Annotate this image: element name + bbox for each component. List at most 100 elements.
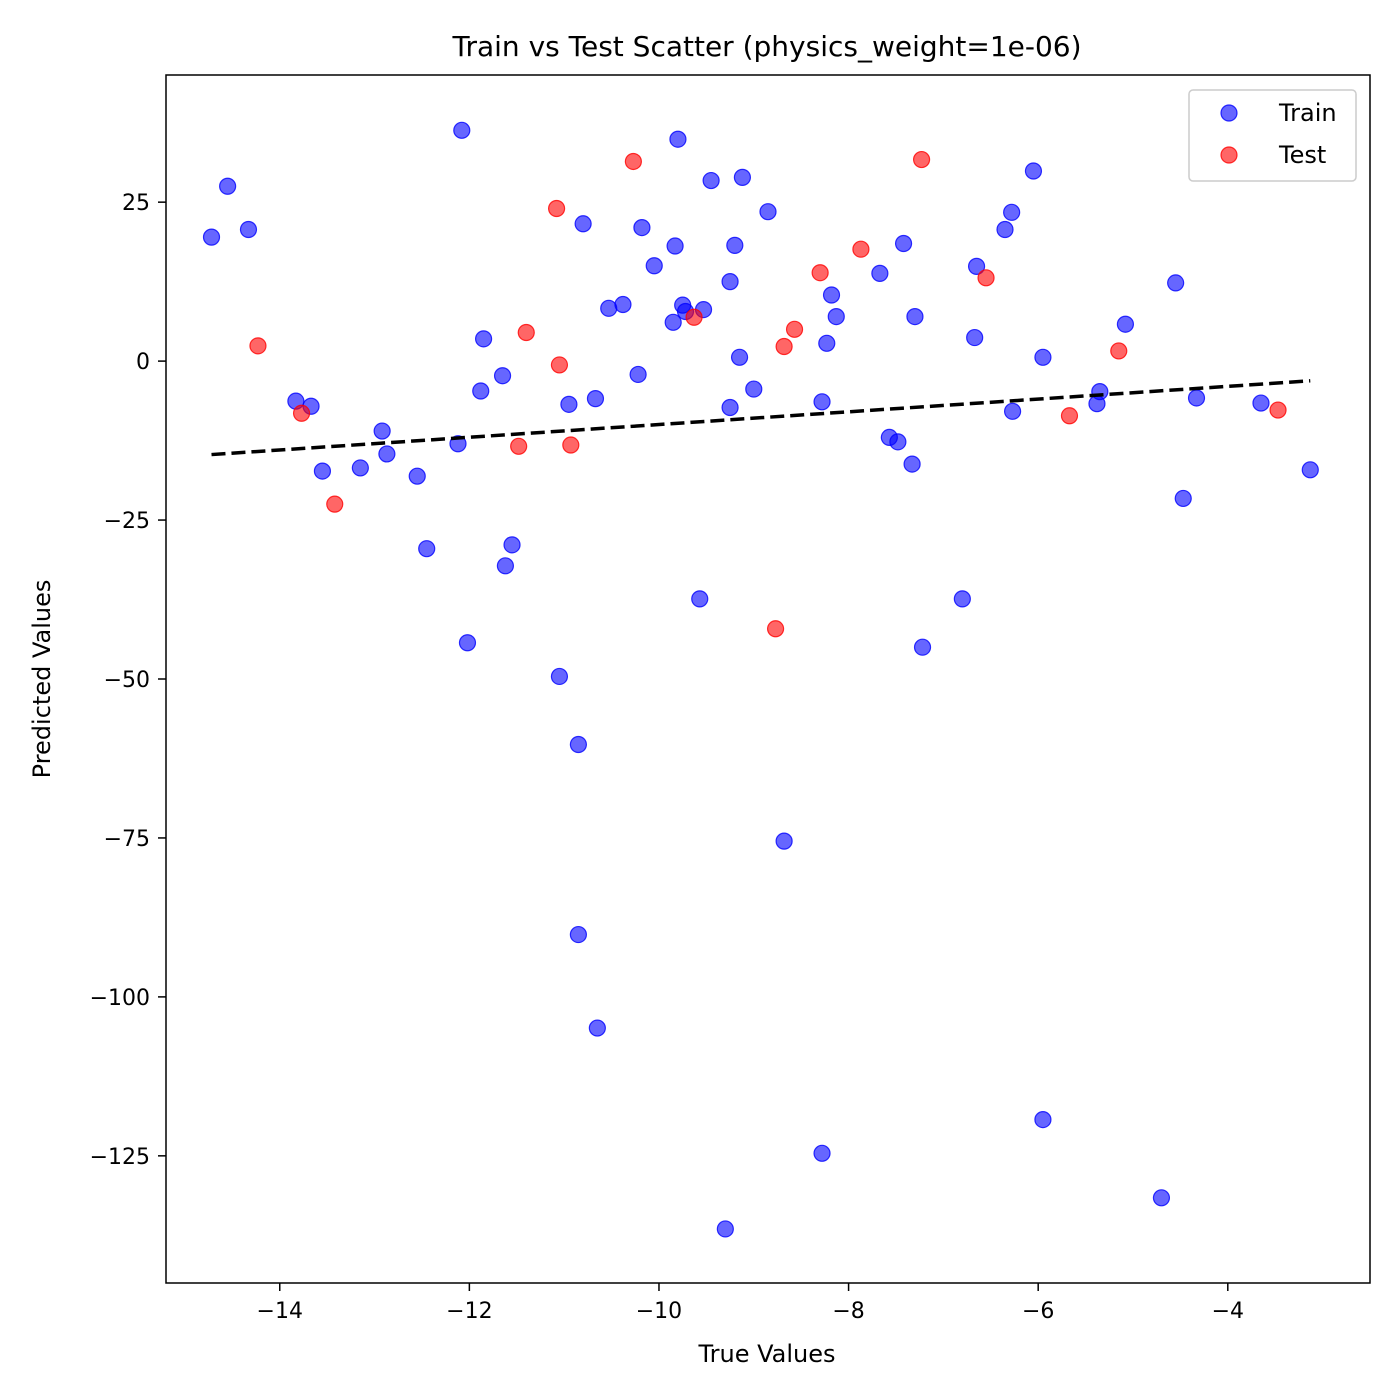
train-point — [906, 308, 924, 326]
train-point — [496, 557, 514, 575]
train-point — [745, 380, 763, 398]
train-point — [1003, 203, 1021, 221]
train-point — [629, 365, 647, 384]
train-point — [759, 203, 777, 221]
x-tick-label: −6 — [1022, 1299, 1054, 1324]
train-point — [472, 382, 490, 400]
train-point — [503, 536, 521, 554]
y-tick-label: −125 — [90, 1145, 150, 1170]
train-point — [1252, 394, 1270, 412]
chart-title: Train vs Test Scatter (physics_weight=1e… — [451, 30, 1081, 63]
train-point — [733, 168, 752, 186]
train-point — [614, 295, 632, 314]
train-point — [645, 257, 663, 275]
train-point — [666, 237, 684, 255]
legend: Train Test — [1188, 89, 1357, 182]
train-point — [913, 638, 932, 656]
test-point — [1110, 342, 1128, 360]
train-point — [408, 467, 426, 485]
train-point — [813, 393, 831, 411]
train-point — [493, 367, 512, 385]
train-point — [574, 215, 592, 233]
test-point — [517, 323, 535, 342]
train-point — [818, 334, 836, 352]
train-point — [664, 313, 682, 331]
train-point — [1034, 1111, 1052, 1129]
test-point — [562, 436, 580, 454]
test-point — [326, 495, 344, 513]
train-point — [239, 220, 258, 239]
test-point — [292, 404, 311, 422]
train-point — [966, 328, 984, 347]
x-tick-label: −12 — [446, 1299, 492, 1324]
train-point — [1152, 1189, 1171, 1207]
train-point — [600, 299, 618, 317]
plot-area — [202, 121, 1319, 1238]
test-point — [852, 240, 870, 258]
train-point — [474, 330, 493, 348]
train-point — [1174, 489, 1192, 508]
train-point — [827, 308, 845, 326]
train-point — [1091, 383, 1109, 401]
test-point — [550, 356, 569, 374]
legend-label-train: Train — [1278, 99, 1337, 127]
test-point — [547, 199, 566, 218]
train-point — [586, 390, 605, 408]
test-point — [785, 320, 804, 338]
train-point — [730, 348, 749, 366]
test-point — [766, 620, 785, 638]
fit-line — [211, 379, 1311, 457]
series-test — [249, 150, 1287, 638]
test-point — [685, 308, 703, 326]
train-point — [1034, 348, 1052, 366]
x-tick-label: −8 — [832, 1299, 864, 1324]
train-point — [202, 228, 221, 246]
y-tick-label: 0 — [136, 350, 150, 375]
x-tick-label: −4 — [1212, 1299, 1244, 1324]
legend-marker-test — [1220, 146, 1238, 164]
train-point — [691, 590, 709, 608]
series-train — [202, 121, 1319, 1238]
train-point — [569, 735, 587, 754]
test-point — [912, 150, 931, 169]
train-point — [702, 171, 720, 190]
train-point — [458, 634, 477, 652]
train-point — [1003, 402, 1022, 420]
train-point — [569, 925, 587, 944]
train-point — [726, 236, 744, 254]
y-tick-label: −50 — [104, 668, 150, 693]
test-point — [811, 264, 829, 282]
train-point — [560, 395, 578, 413]
x-tick-label: −10 — [636, 1299, 682, 1324]
train-point — [721, 273, 739, 291]
train-point — [1301, 461, 1319, 479]
train-point — [378, 445, 396, 463]
train-point — [716, 1220, 734, 1238]
train-point — [889, 433, 907, 451]
x-tick-label: −14 — [257, 1299, 303, 1324]
y-tick-label: 25 — [122, 191, 150, 216]
train-point — [373, 422, 391, 440]
train-point — [633, 218, 651, 237]
test-point — [1060, 407, 1079, 425]
train-point — [313, 462, 332, 480]
train-point — [775, 832, 793, 850]
train-point — [1187, 389, 1206, 407]
test-point — [775, 337, 793, 356]
train-point — [871, 264, 889, 282]
y-tick-label: −25 — [104, 509, 150, 534]
y-tick-label: −100 — [90, 986, 150, 1011]
train-point — [903, 455, 921, 473]
test-point — [977, 269, 995, 287]
train-point — [550, 667, 569, 686]
legend-marker-train — [1220, 104, 1238, 122]
train-point — [953, 590, 971, 608]
x-axis-label: True Values — [697, 1340, 835, 1368]
train-point — [588, 1019, 606, 1037]
test-point — [1269, 401, 1287, 419]
train-point — [813, 1144, 831, 1162]
train-point — [418, 540, 436, 558]
